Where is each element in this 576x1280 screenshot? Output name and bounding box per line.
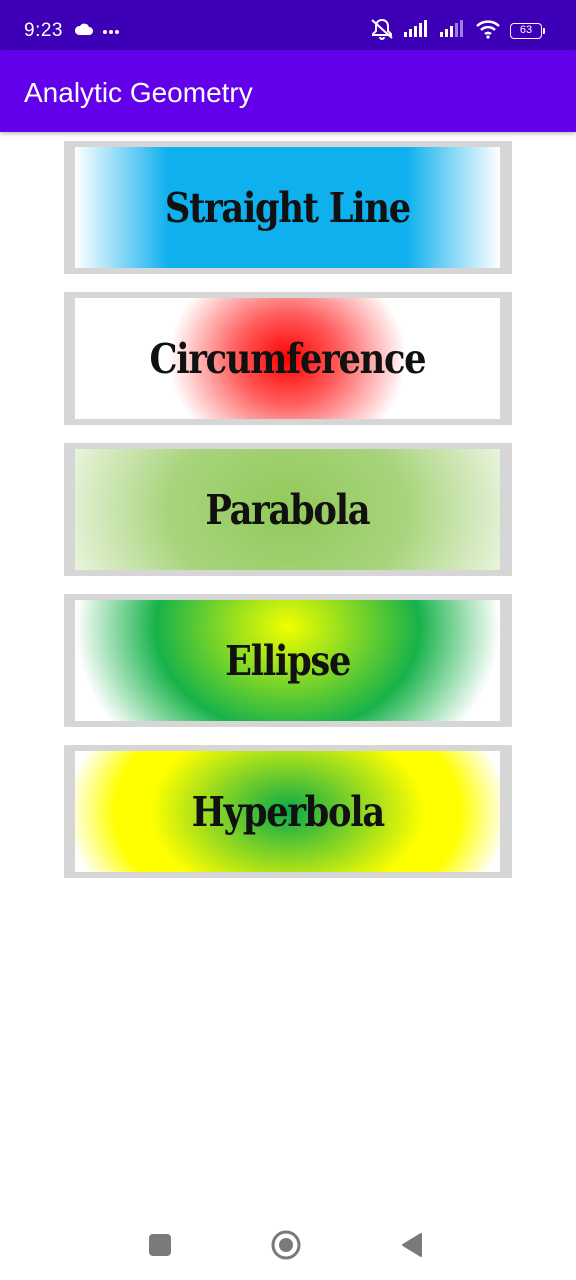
- signal-icon: [440, 19, 466, 43]
- parabola-tile: Parabola: [75, 449, 500, 570]
- back-icon[interactable]: [400, 1232, 424, 1258]
- wifi-icon: [476, 19, 500, 44]
- status-time: 9:23: [24, 20, 63, 41]
- nav-bar: [0, 1210, 576, 1280]
- ellipse-tile: Ellipse: [75, 600, 500, 721]
- circumference-tile: Circumference: [75, 298, 500, 419]
- cloud-icon: [74, 22, 94, 41]
- ellipse-button[interactable]: Ellipse: [64, 594, 512, 727]
- app-bar: Analytic Geometry: [0, 50, 576, 132]
- home-icon[interactable]: [270, 1229, 302, 1261]
- status-left-icons: [74, 20, 120, 42]
- parabola-button[interactable]: Parabola: [64, 443, 512, 576]
- hyperbola-label: Hyperbola: [191, 787, 385, 836]
- hyperbola-tile: Hyperbola: [75, 751, 500, 872]
- status-right-icons: 63: [370, 18, 545, 45]
- app-title: Analytic Geometry: [24, 77, 253, 108]
- circumference-button[interactable]: Circumference: [64, 292, 512, 425]
- parabola-label: Parabola: [205, 485, 371, 534]
- straight-line-button[interactable]: Straight Line: [64, 141, 512, 274]
- signal-icon: [404, 19, 430, 43]
- more-icon: [102, 22, 120, 40]
- battery-icon: 63: [510, 23, 545, 39]
- recent-apps-icon[interactable]: [149, 1234, 171, 1256]
- straight-line-label: Straight Line: [165, 183, 411, 232]
- status-bar: 9:23: [0, 0, 576, 50]
- circumference-label: Circumference: [149, 334, 427, 383]
- hyperbola-button[interactable]: Hyperbola: [64, 745, 512, 878]
- ellipse-label: Ellipse: [225, 636, 351, 685]
- straight-line-tile: Straight Line: [75, 147, 500, 268]
- mute-icon: [370, 18, 394, 45]
